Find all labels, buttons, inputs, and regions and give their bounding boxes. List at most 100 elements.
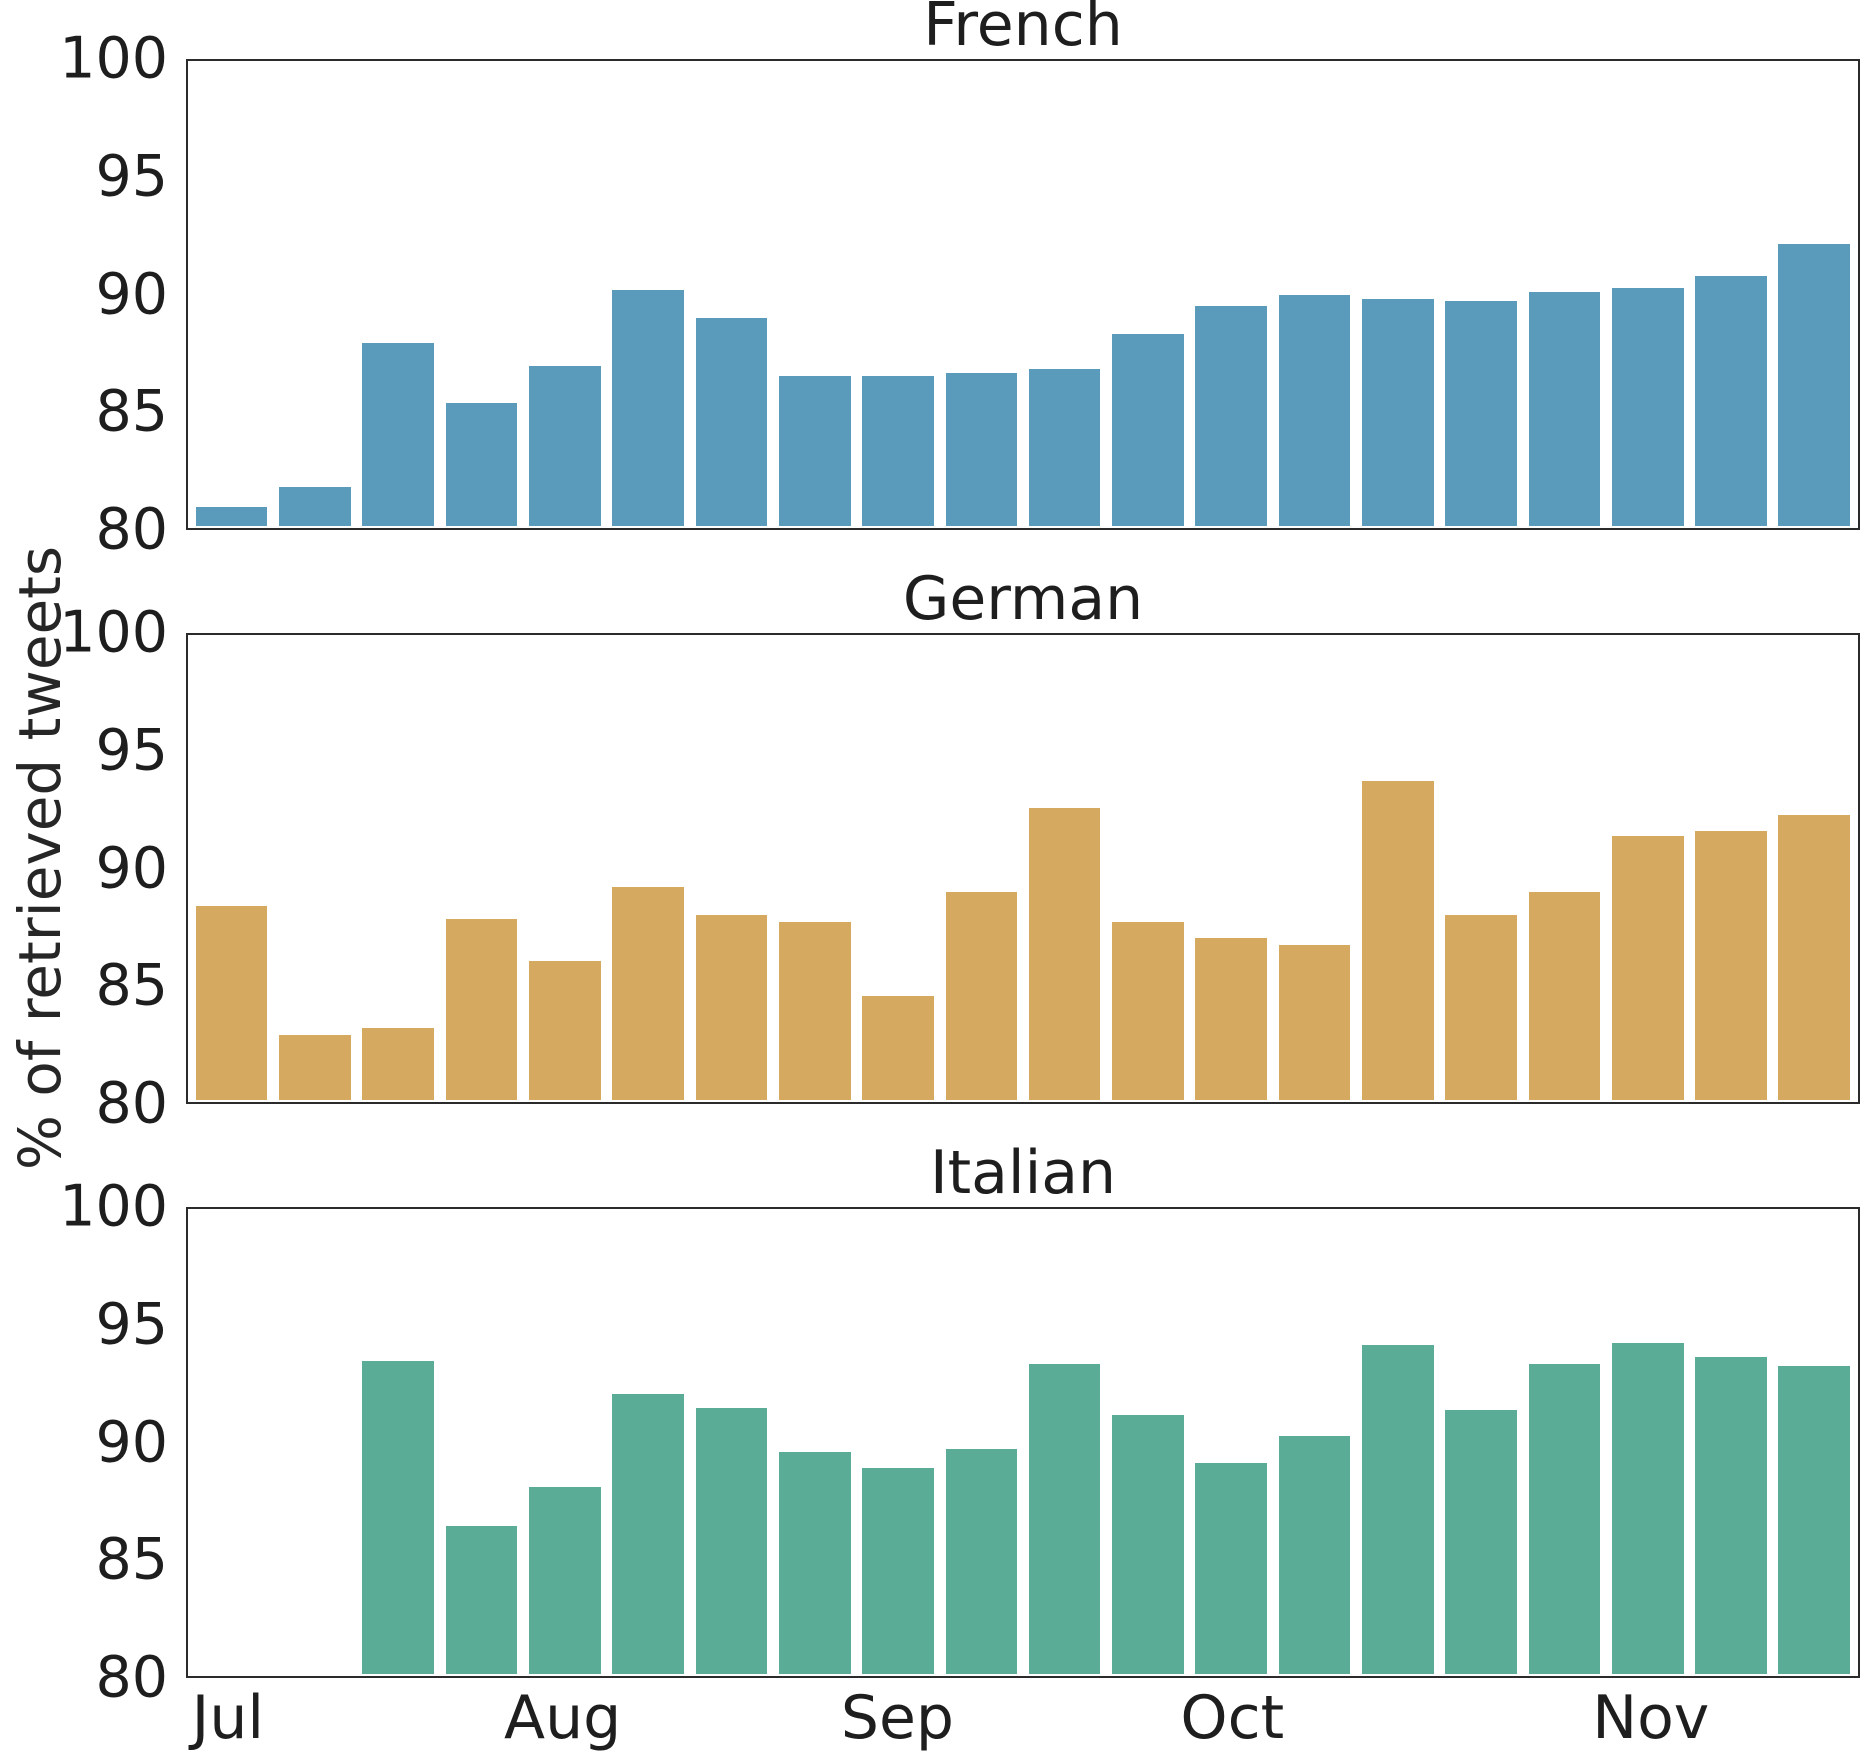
y-tick-label: 80 <box>95 1644 168 1711</box>
bar <box>1361 780 1434 1100</box>
bar-slot <box>856 1211 939 1674</box>
bar-slot <box>690 637 773 1100</box>
bar-slot <box>1273 1211 1356 1674</box>
subplot-german: German 100 95 90 85 80 <box>59 569 1860 1132</box>
y-tick-label: 85 <box>95 1526 168 1593</box>
bar <box>1028 808 1101 1100</box>
bar-slot <box>190 1211 273 1674</box>
bar-slot <box>1689 637 1772 1100</box>
bar-slot <box>1523 63 1606 526</box>
bar <box>362 1361 435 1674</box>
bar-slot <box>273 637 356 1100</box>
bar-slot <box>1356 1211 1439 1674</box>
bar <box>778 921 851 1100</box>
y-tick-label: 100 <box>59 25 168 92</box>
bar-slot <box>1023 63 1106 526</box>
bar-slot <box>1523 637 1606 1100</box>
bar <box>1278 294 1351 526</box>
bar-slot <box>1106 1211 1189 1674</box>
bar-slot <box>523 1211 606 1674</box>
bar-slot <box>190 63 273 526</box>
bar-slot <box>940 1211 1023 1674</box>
bar-slot <box>1356 63 1439 526</box>
y-tick-label: 85 <box>95 952 168 1019</box>
y-tick-label: 80 <box>95 1070 168 1137</box>
bar <box>445 1525 518 1674</box>
bar-slot <box>773 63 856 526</box>
bar-slot <box>606 63 689 526</box>
bar-slot <box>606 1211 689 1674</box>
bar <box>1361 1345 1434 1674</box>
bar-slot <box>523 637 606 1100</box>
x-tick-label: Jul <box>191 1683 265 1753</box>
y-tick-label: 90 <box>95 261 168 327</box>
bar <box>529 1486 601 1674</box>
bar-slot <box>1356 637 1439 1100</box>
bar <box>529 366 601 526</box>
bar-slot <box>773 637 856 1100</box>
bar-slot <box>1689 1211 1772 1674</box>
bar <box>778 375 851 526</box>
bar <box>1528 891 1601 1100</box>
x-tick-label: Aug <box>504 1683 622 1753</box>
bar <box>862 995 934 1100</box>
bar <box>1112 921 1184 1100</box>
bar <box>1195 937 1268 1100</box>
bar <box>445 403 518 526</box>
bar <box>1195 1463 1268 1674</box>
subplot-french: French 100 95 90 85 80 <box>59 0 1860 558</box>
bar-slot <box>856 63 939 526</box>
bar-slot <box>606 637 689 1100</box>
x-tick-label: Oct <box>1180 1683 1285 1753</box>
plot-box <box>186 633 1860 1104</box>
y-tick-label: 95 <box>95 717 168 784</box>
y-tick-label: 100 <box>59 1173 168 1240</box>
bar <box>1278 944 1351 1100</box>
bar <box>1611 287 1684 526</box>
bar <box>195 905 268 1100</box>
bar-slot <box>1606 63 1689 526</box>
bar-slot <box>1190 637 1273 1100</box>
bar-slot <box>773 1211 856 1674</box>
bar-slot <box>1023 1211 1106 1674</box>
bar-slot <box>1606 637 1689 1100</box>
bar-slot <box>856 637 939 1100</box>
bar-slot <box>1773 63 1856 526</box>
bar <box>1361 299 1434 526</box>
x-tick-label: Sep <box>840 1683 954 1753</box>
bar-slot <box>1523 1211 1606 1674</box>
bars-row <box>190 1211 1856 1674</box>
bar <box>1778 1366 1851 1674</box>
y-tick-label: 90 <box>95 835 168 901</box>
bar <box>1778 815 1851 1100</box>
bar-slot <box>440 637 523 1100</box>
bar <box>195 507 268 526</box>
bar <box>362 1028 435 1100</box>
bar-slot <box>940 63 1023 526</box>
bar-slot <box>357 637 440 1100</box>
bar <box>695 1407 768 1674</box>
bar-slot <box>1606 1211 1689 1674</box>
bar <box>1695 831 1767 1100</box>
bar <box>1112 1414 1184 1674</box>
bar-slot <box>1439 63 1522 526</box>
bar-slot <box>1106 637 1189 1100</box>
subplot-title: Italian <box>929 1138 1117 1208</box>
bar <box>945 1449 1018 1674</box>
bar <box>612 887 684 1100</box>
y-tick-label: 95 <box>95 143 168 210</box>
bar-slot <box>440 63 523 526</box>
bar <box>1445 301 1517 526</box>
bar <box>1695 1356 1767 1674</box>
bar <box>778 1451 851 1674</box>
bar <box>945 373 1018 526</box>
bar <box>862 375 934 526</box>
bar <box>1611 1342 1684 1674</box>
y-tick-label: 100 <box>59 599 168 666</box>
bar <box>1028 1363 1101 1674</box>
bar-slot <box>1190 63 1273 526</box>
bar-slot <box>357 63 440 526</box>
bar-slot <box>357 1211 440 1674</box>
bar <box>1195 306 1268 526</box>
y-tick-label: 80 <box>95 496 168 563</box>
